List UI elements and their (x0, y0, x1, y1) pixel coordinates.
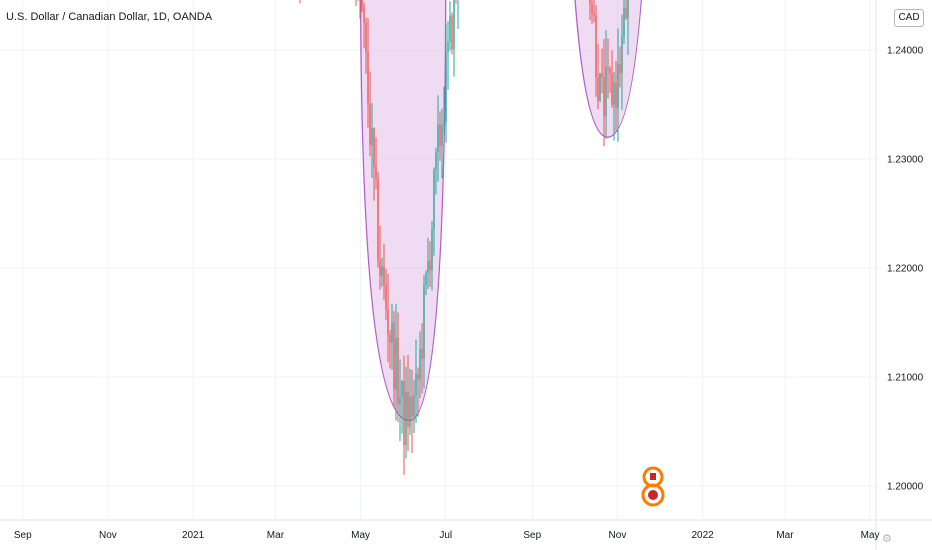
gear-icon[interactable]: ⚙ (882, 533, 892, 545)
candle-body (589, 0, 591, 5)
time-axis: Sep Nov 2021 Mar May Jul Sep Nov 2022 Mar May (14, 530, 880, 541)
candle-body (365, 22, 367, 53)
candle-body (453, 0, 455, 50)
logo-icon (641, 466, 665, 507)
candle-body (611, 73, 613, 105)
candle-body (375, 166, 377, 178)
y-tick-label: 1.21000 (887, 373, 924, 384)
candle-body (615, 82, 617, 108)
candle-body (451, 15, 453, 50)
y-tick-label: 1.22000 (887, 264, 924, 275)
candle-body (597, 77, 599, 101)
candle-body (423, 284, 425, 359)
candle-body (435, 151, 437, 170)
candle-body (401, 380, 403, 398)
currency-button[interactable]: CAD (894, 9, 924, 27)
candle-body (599, 73, 601, 101)
x-tick-label: Sep (523, 530, 541, 541)
candle-body (617, 64, 619, 108)
candle-body (593, 13, 595, 16)
candle-body (399, 397, 401, 405)
candle-body (427, 260, 429, 273)
candle-body (415, 373, 417, 395)
candle-body (397, 337, 399, 405)
candle-body (439, 124, 441, 147)
candle-body (369, 104, 371, 146)
candle-body (613, 82, 615, 105)
candle-body (601, 73, 603, 78)
candlestick-series (299, 0, 629, 475)
candle-body (595, 15, 597, 78)
candle-body (381, 266, 383, 277)
candle-body (421, 348, 423, 359)
candle-body (623, 8, 625, 37)
candle-body (621, 36, 623, 73)
x-tick-label: Mar (267, 530, 285, 541)
x-tick-label: May (861, 530, 880, 541)
x-tick-label: Jul (439, 530, 452, 541)
candle-body (449, 15, 451, 42)
candle-body (609, 68, 611, 74)
candle-body (385, 284, 387, 310)
candle-body (445, 52, 447, 123)
x-tick-label: 2022 (691, 530, 714, 541)
candle-body (441, 124, 443, 147)
candle-body (367, 52, 369, 105)
y-tick-label: 1.24000 (887, 46, 924, 57)
candle-body (377, 177, 379, 261)
candle-body (405, 391, 407, 445)
candle-body (395, 337, 397, 390)
candle-body (389, 334, 391, 343)
x-tick-label: Sep (14, 530, 32, 541)
candle-body (383, 266, 385, 285)
candle-body (373, 128, 375, 167)
candle-body (407, 391, 409, 428)
candle-body (625, 8, 627, 19)
x-tick-label: May (351, 530, 370, 541)
candle-body (605, 66, 607, 117)
chart-title: U.S. Dollar / Canadian Dollar, 1D, OANDA (6, 11, 213, 23)
candle-body (371, 128, 373, 146)
x-tick-label: Nov (609, 530, 627, 541)
candle-body (391, 322, 393, 343)
candle-body (403, 380, 405, 445)
candle-body (431, 229, 433, 271)
candle-body (425, 272, 427, 285)
candle-body (361, 0, 363, 7)
candle-body (393, 322, 395, 390)
candle-body (627, 0, 629, 19)
x-tick-label: Mar (776, 530, 794, 541)
candle-body (419, 348, 421, 380)
candle-body (411, 396, 413, 417)
y-tick-label: 1.23000 (887, 155, 924, 166)
candle-body (603, 77, 605, 117)
candle-body (607, 66, 609, 69)
x-tick-label: 2021 (182, 530, 205, 541)
candle-body (387, 309, 389, 335)
y-tick-label: 1.20000 (887, 482, 924, 493)
candle-body (437, 124, 439, 152)
candle-body (429, 260, 431, 271)
candle-body (417, 373, 419, 380)
candle-body (447, 41, 449, 53)
candle-body (443, 122, 445, 125)
candle-body (379, 260, 381, 277)
candle-body (433, 169, 435, 230)
candle-body (591, 4, 593, 14)
candle-body (413, 394, 415, 417)
pattern-curve-cup (574, 0, 642, 138)
price-axis: 1.200001.210001.220001.230001.240001.250… (887, 46, 924, 493)
x-tick-label: Nov (99, 530, 117, 541)
candle-body (363, 6, 365, 23)
candle-body (619, 64, 621, 73)
candle-body (409, 396, 411, 428)
